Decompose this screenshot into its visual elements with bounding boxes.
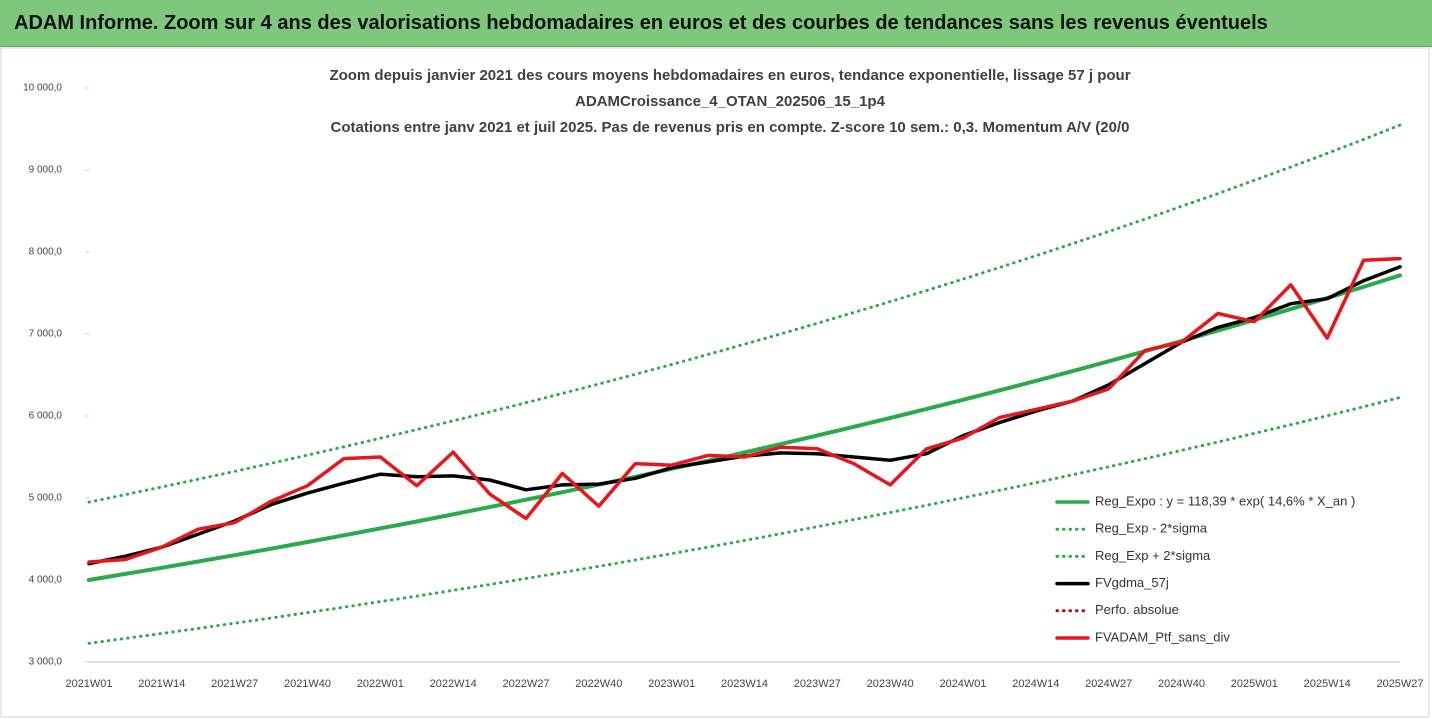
- chart-frame: [0, 47, 1430, 718]
- series-line: [87, 396, 1402, 645]
- x-tick-label: 2024W14: [1012, 678, 1059, 690]
- x-tick-label: 2025W01: [1231, 678, 1278, 690]
- chart-title: Zoom depuis janvier 2021 des cours moyen…: [329, 67, 1130, 84]
- legend-label: Reg_Exp - 2*sigma: [1095, 521, 1208, 536]
- y-tick-label: 5 000,0: [29, 493, 63, 504]
- legend-label: Perfo. absolue: [1095, 602, 1179, 617]
- x-tick-label: 2025W27: [1376, 678, 1423, 690]
- legend-label: Reg_Expo : y = 118,39 * exp( 14,6% * X_a…: [1095, 493, 1355, 508]
- legend-label: FVgdma_57j: [1095, 575, 1169, 590]
- x-tick-label: 2021W27: [211, 678, 258, 690]
- x-tick-label: 2021W40: [284, 678, 331, 690]
- x-tick-label: 2023W40: [867, 678, 914, 690]
- y-tick-label: 3 000,0: [29, 657, 63, 668]
- y-tick-label: 4 000,0: [29, 575, 63, 586]
- x-tick-label: 2021W01: [65, 678, 112, 690]
- chart-title: ADAMCroissance_4_OTAN_202506_15_1p4: [575, 93, 886, 110]
- x-tick-label: 2025W14: [1304, 678, 1351, 690]
- y-tick-label: 9 000,0: [29, 165, 63, 176]
- y-tick-label: 8 000,0: [29, 247, 63, 258]
- legend-label: FVADAM_Ptf_sans_div: [1095, 629, 1230, 644]
- legend-label: Reg_Exp + 2*sigma: [1095, 548, 1211, 563]
- series-line: [87, 256, 1402, 564]
- chart: Zoom depuis janvier 2021 des cours moyen…: [0, 47, 1430, 718]
- x-tick-label: 2022W01: [357, 678, 404, 690]
- header-title: ADAM Informe. Zoom sur 4 ans des valoris…: [14, 12, 1268, 34]
- x-tick-label: 2024W01: [939, 678, 986, 690]
- header: ADAM Informe. Zoom sur 4 ans des valoris…: [0, 0, 1432, 47]
- x-tick-label: 2022W40: [575, 678, 622, 690]
- x-tick-label: 2023W01: [648, 678, 695, 690]
- x-tick-label: 2023W14: [721, 678, 768, 690]
- x-tick-label: 2024W27: [1085, 678, 1132, 690]
- x-tick-label: 2023W27: [794, 678, 841, 690]
- x-tick-label: 2021W14: [138, 678, 185, 690]
- chart-title: Cotations entre janv 2021 et juil 2025. …: [331, 119, 1130, 136]
- y-tick-label: 7 000,0: [29, 329, 63, 340]
- y-tick-label: 10 000,0: [23, 83, 62, 94]
- x-tick-label: 2022W14: [430, 678, 477, 690]
- y-tick-label: 6 000,0: [29, 411, 63, 422]
- x-tick-label: 2022W27: [502, 678, 549, 690]
- series-line: [87, 123, 1402, 504]
- x-tick-label: 2024W40: [1158, 678, 1205, 690]
